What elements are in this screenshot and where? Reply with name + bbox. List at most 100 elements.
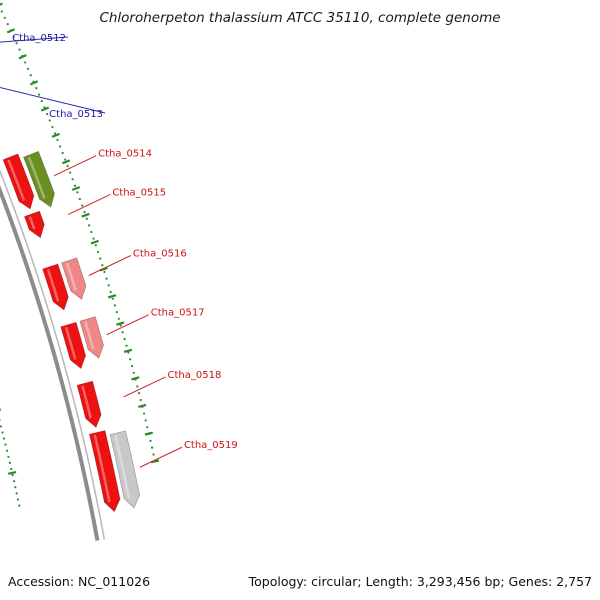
inner-ruler-dot: [8, 461, 11, 464]
ruler-dot: [101, 264, 104, 267]
ruler-dot: [24, 61, 27, 64]
ruler-dot: [115, 310, 118, 314]
ruler-dot: [111, 297, 114, 300]
ruler-dot: [46, 112, 49, 116]
ruler-major-tick: [138, 403, 147, 408]
ruler-dot: [149, 439, 152, 442]
gene-label-leader: [53, 155, 97, 177]
ruler-major-tick: [150, 459, 160, 464]
gene-arrow-ctha-0519[interactable]: [109, 430, 140, 509]
gene-arrow-highlight: [93, 434, 111, 503]
gene-label-leader: [88, 255, 132, 276]
ruler-major-tick: [40, 106, 50, 112]
ruler-major-tick: [6, 28, 16, 34]
ruler-major-tick: [0, 2, 3, 6]
ruler-dot: [59, 145, 62, 148]
ruler-dot: [142, 412, 146, 415]
ruler-dot: [51, 125, 54, 129]
genome-summary-text: Topology: circular; Length: 3,293,456 bp…: [248, 574, 592, 589]
ruler-dot: [119, 324, 122, 327]
ruler-dot: [132, 371, 135, 374]
inner-ruler-dot: [11, 473, 14, 477]
ruler-dot: [73, 184, 77, 187]
ruler-dot: [94, 244, 97, 247]
ruler-dot: [18, 48, 21, 51]
ruler-dot: [53, 132, 57, 135]
ruler-dot: [40, 99, 43, 103]
gene-label-ctha-0516[interactable]: Ctha_0516: [133, 248, 187, 259]
gene-label-ctha-0519[interactable]: Ctha_0519: [184, 440, 238, 451]
ruler-dot: [109, 290, 112, 294]
ruler-dot: [105, 277, 108, 280]
inner-ruler-dot: [7, 455, 10, 458]
backbone-layer: [0, 169, 106, 541]
ruler-dot: [66, 165, 69, 168]
ruler-dot: [81, 204, 84, 207]
backbone-edge: [0, 169, 106, 540]
ruler-dot: [139, 398, 142, 402]
gene-arrow-ctha-0514[interactable]: [23, 150, 55, 208]
ruler-dot: [137, 392, 141, 395]
inner-ruler-dot: [15, 492, 18, 495]
inner-ruler-dot: [12, 480, 16, 483]
genes-layer: [2, 150, 140, 513]
inner-ruler-dot: [10, 467, 13, 471]
inner-ruler-dot: [14, 486, 17, 489]
gene-label-ctha-0513[interactable]: Ctha_0513: [49, 109, 103, 120]
gene-arrow-ctha-0517-cds[interactable]: [60, 321, 86, 369]
gene-arrow-ctha-0516[interactable]: [61, 257, 87, 300]
map-title: Chloroherpeton thalassium ATCC 35110, co…: [99, 10, 500, 26]
ruler-major-tick: [144, 431, 153, 436]
gene-arrow-highlight: [64, 327, 77, 360]
ruler-major-tick: [107, 294, 117, 299]
gene-label-ctha-0515[interactable]: Ctha_0515: [112, 187, 166, 198]
gene-arrow-ctha-0516-cds[interactable]: [42, 263, 69, 311]
ruler-major-tick: [90, 239, 99, 245]
ruler-major-tick: [81, 212, 90, 218]
gene-label-ctha-0518[interactable]: Ctha_0518: [168, 370, 222, 381]
inner-ruler-dot: [5, 449, 9, 452]
gene-arrow-highlight: [114, 435, 131, 499]
gene-arrow-highlight: [84, 321, 95, 350]
ruler-dot: [130, 364, 134, 368]
gene-arrow-ctha-0519-cds[interactable]: [89, 430, 121, 513]
ruler-dot: [144, 419, 147, 422]
gene-arrow-ctha-0517[interactable]: [79, 316, 104, 359]
ruler-dot: [3, 16, 6, 19]
ruler-dot: [121, 331, 124, 334]
inner-ruler-dot: [1, 431, 4, 434]
ruler-dot: [136, 385, 139, 388]
ruler-dot: [150, 446, 154, 449]
ruler-ticks-layer: [0, 2, 160, 507]
inner-ruler-dot: [16, 498, 20, 501]
inner-ruler-dot: [0, 419, 1, 422]
gene-arrow-highlight: [7, 159, 26, 201]
gene-arrow-ctha-0514-cds[interactable]: [2, 153, 35, 210]
ruler-dot: [90, 230, 93, 234]
gene-arrow-ctha-0515[interactable]: [24, 210, 45, 239]
ruler-major-tick: [61, 159, 71, 165]
ruler-dot: [71, 178, 74, 181]
inner-ruler-dot: [2, 437, 6, 440]
ruler-dot: [0, 10, 3, 13]
inner-ruler-dot: [0, 425, 3, 428]
ruler-dot: [146, 426, 149, 429]
gene-arrow-ctha-0518[interactable]: [76, 380, 102, 428]
ruler-dot: [6, 23, 9, 26]
ruler-dot: [92, 237, 95, 240]
ruler-dot: [26, 67, 30, 70]
gene-label-ctha-0512[interactable]: Ctha_0512: [12, 33, 66, 44]
ruler-dot: [107, 284, 110, 287]
gene-label-ctha-0514[interactable]: Ctha_0514: [98, 149, 152, 160]
ruler-dot: [117, 317, 120, 320]
ruler-dot: [56, 138, 59, 142]
gene-label-leader: [0, 86, 106, 114]
ruler-dot: [12, 35, 15, 38]
ruler-dot: [78, 197, 81, 201]
gene-arrow-highlight: [27, 156, 46, 199]
gene-label-leader: [139, 446, 183, 468]
gene-label-ctha-0517[interactable]: Ctha_0517: [151, 308, 205, 319]
ruler-dot: [125, 344, 128, 347]
ruler-dot: [88, 224, 91, 227]
